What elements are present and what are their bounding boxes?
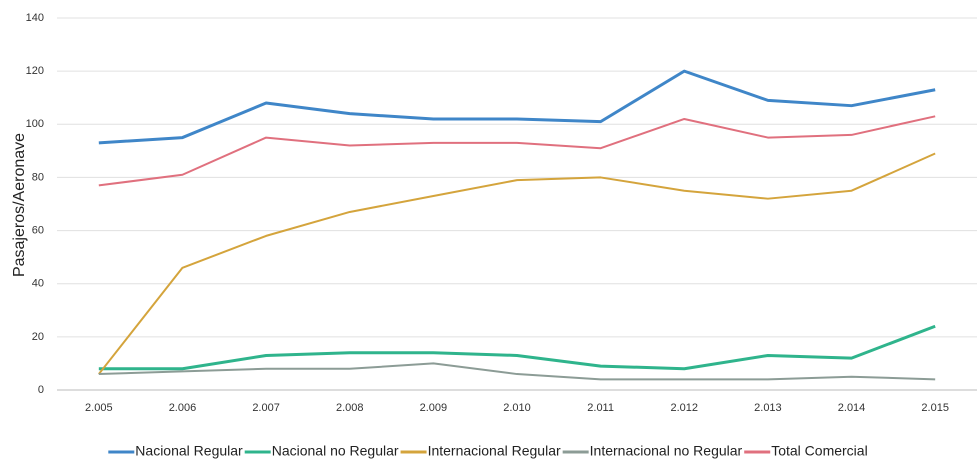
legend-label: Total Comercial (771, 443, 867, 459)
series-line (98, 115, 936, 187)
y-tick-label: 0 (38, 384, 44, 396)
x-tick-label: 2.008 (336, 402, 364, 414)
y-axis-label: Pasajeros/Aeronave (11, 133, 28, 277)
x-tick-label: 2.010 (503, 402, 531, 414)
legend-item: Internacional Regular (400, 443, 561, 459)
y-tick-label: 40 (32, 278, 44, 290)
x-tick-label: 2.012 (671, 402, 699, 414)
legend-label: Internacional no Regular (590, 443, 743, 459)
x-tick-label: 2.011 (587, 402, 614, 414)
legend-item: Nacional no Regular (244, 443, 399, 459)
series-line (98, 362, 936, 381)
y-tick-label: 100 (26, 118, 44, 130)
series-line (98, 69, 936, 145)
legend-label: Nacional Regular (135, 443, 243, 459)
y-tick-label: 140 (26, 12, 44, 24)
x-tick-label: 2.006 (169, 402, 197, 414)
x-tick-label: 2.014 (838, 402, 866, 414)
legend-label: Internacional Regular (428, 443, 561, 459)
legend-item: Nacional Regular (108, 443, 243, 459)
x-tick-label: 2.007 (252, 402, 280, 414)
x-tick-label: 2.005 (85, 402, 113, 414)
y-tick-label: 60 (32, 224, 44, 236)
series-line (98, 152, 936, 375)
legend-label: Nacional no Regular (272, 443, 399, 459)
legend-item: Internacional no Regular (562, 443, 743, 459)
x-tick-label: 2.013 (754, 402, 782, 414)
y-tick-label: 20 (32, 331, 44, 343)
y-tick-label: 80 (32, 171, 44, 183)
x-tick-label: 2.009 (420, 402, 448, 414)
x-tick-label: 2.015 (921, 402, 949, 414)
legend-item: Total Comercial (744, 443, 868, 459)
series-line (98, 324, 936, 371)
y-tick-label: 120 (26, 65, 44, 77)
